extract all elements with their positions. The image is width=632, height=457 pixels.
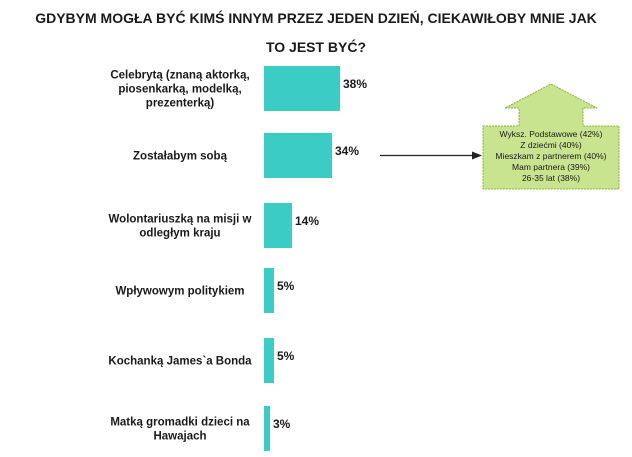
category-label-5: Kochanką James`a Bonda [108, 356, 252, 368]
value-label-6: 3% [273, 417, 291, 431]
chart-title-line-1: GDYBYM MOGŁA BYĆ KIMŚ INNYM PRZEZ JEDEN … [35, 10, 597, 26]
bar-3 [264, 203, 292, 248]
value-label-3: 14% [295, 214, 319, 228]
bar-6 [264, 406, 270, 451]
category-label-1: Celebrytą (znaną aktorką, piosenkarką, mo… [110, 70, 249, 110]
value-label-1: 38% [343, 77, 367, 91]
value-label-5: 5% [277, 349, 295, 363]
callout-text: Wyksz. Podstawowe (42%) Z dziećmi (40%) Mi… [495, 129, 606, 183]
chart-title-line-2: TO JEST BYĆ? [265, 39, 367, 55]
bar-4 [264, 268, 274, 313]
category-label-6: Matką gromadki dzieci na Hawajach [110, 417, 250, 443]
value-label-2: 34% [335, 144, 359, 158]
bar-5 [264, 338, 274, 383]
callout-box [482, 83, 620, 190]
value-label-4: 5% [277, 279, 295, 293]
bar-2 [264, 133, 332, 178]
bar-1 [264, 66, 340, 111]
chart-title: GDYBYM MOGŁA BYĆ KIMŚ INNYM PRZEZ JEDEN … [0, 4, 632, 62]
category-label-2: Zostałabym sobą [133, 151, 228, 163]
category-label-3: Wolontariuszką na misji w odległym kraju [109, 214, 252, 240]
callout-arrowhead [472, 151, 482, 160]
category-label-4: Wpływowym politykiem [115, 286, 244, 298]
